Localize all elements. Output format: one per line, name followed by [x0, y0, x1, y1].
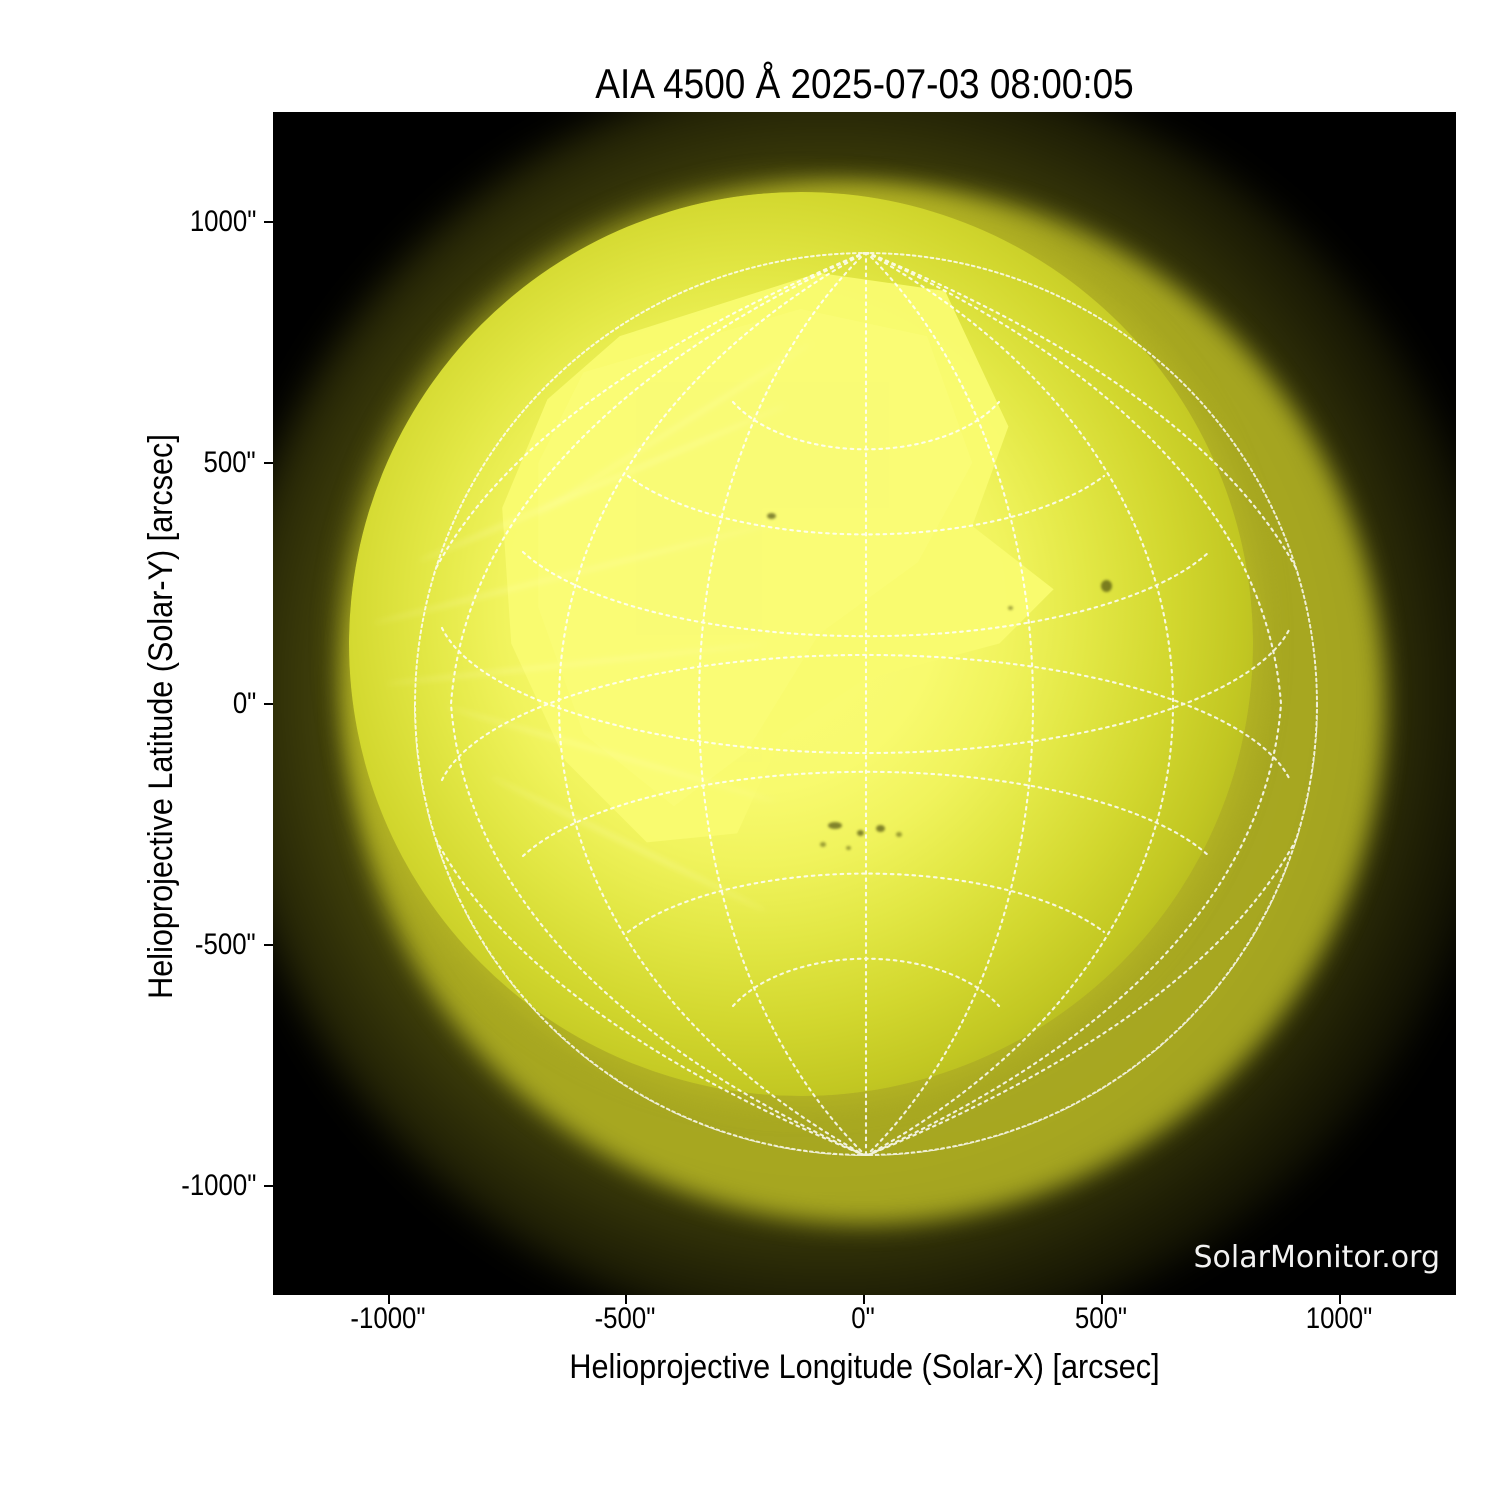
plot-area[interactable]: SolarMonitor.org	[273, 112, 1456, 1295]
xtick-label-neg500: -500"	[594, 1302, 656, 1335]
heliographic-grid	[414, 252, 1318, 1156]
xtick-mark	[1101, 1295, 1103, 1304]
sunspot	[1008, 605, 1014, 610]
ytick-mark	[264, 221, 273, 223]
xtick-label-1000: 1000"	[1305, 1302, 1373, 1335]
xtick-mark	[625, 1295, 627, 1304]
xtick-label-0: 0"	[851, 1302, 875, 1335]
ytick-mark	[264, 703, 273, 705]
ytick-label-neg1000: -1000"	[180, 1169, 256, 1202]
xtick-label-neg1000: -1000"	[350, 1302, 426, 1335]
ytick-mark	[264, 462, 273, 464]
watermark: SolarMonitor.org	[1193, 1240, 1440, 1275]
figure-title: AIA 4500 Å 2025-07-03 08:00:05	[595, 60, 1134, 107]
ytick-label-neg500: -500"	[195, 928, 256, 961]
xtick-mark	[863, 1295, 865, 1304]
sunspot	[767, 513, 777, 520]
x-axis-label: Helioprojective Longitude (Solar-X) [arc…	[569, 1348, 1160, 1386]
sunspot-group-member	[845, 845, 851, 850]
ytick-mark	[264, 1185, 273, 1187]
sunspot	[1100, 580, 1112, 593]
xtick-mark	[388, 1295, 390, 1304]
ytick-label-0: 0"	[232, 687, 256, 720]
ytick-label-500: 500"	[203, 446, 256, 479]
sunspot-group-member	[856, 829, 864, 836]
xtick-label-500: 500"	[1074, 1302, 1128, 1335]
sunspot-group-member	[875, 825, 885, 833]
ytick-mark	[264, 944, 273, 946]
xtick-mark	[1339, 1295, 1341, 1304]
sunspot-group-member	[820, 842, 827, 848]
sunspot-group-member	[827, 822, 842, 830]
sunspot-group-member	[896, 832, 903, 838]
ytick-label-1000: 1000"	[189, 205, 256, 238]
y-axis-label: Helioprojective Latitude (Solar-Y) [arcs…	[142, 434, 180, 999]
